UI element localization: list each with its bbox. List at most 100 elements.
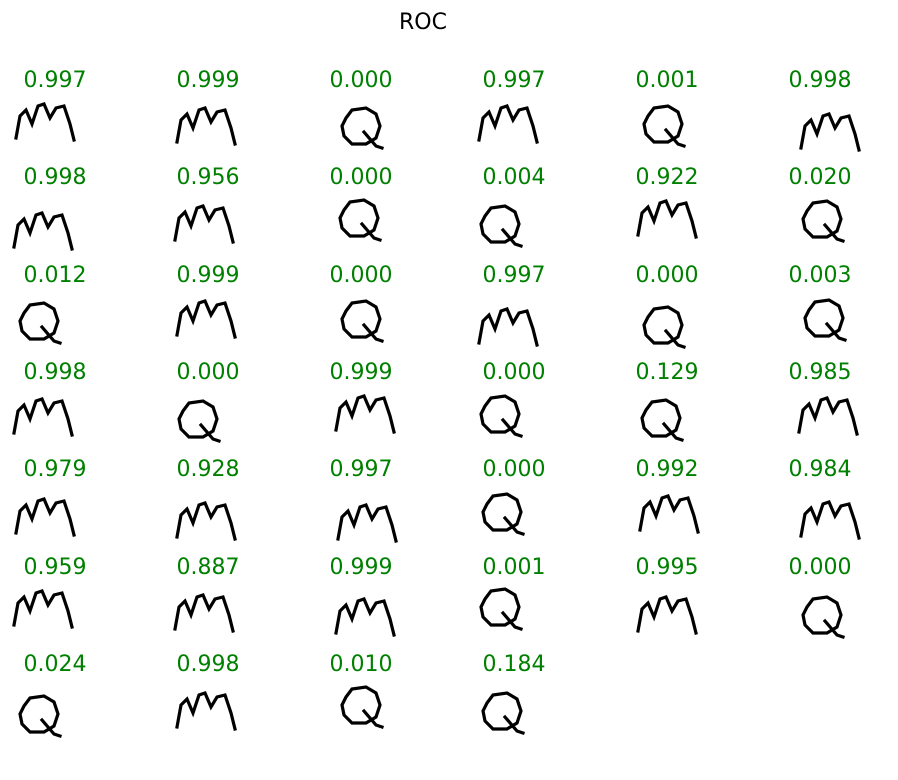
score-label: 0.928 (176, 457, 240, 482)
score-label: 0.000 (176, 360, 240, 385)
m-icon (638, 494, 700, 534)
q-icon (18, 694, 63, 739)
sample-cell: 0.010 (306, 650, 456, 747)
score-label: 0.000 (635, 263, 699, 288)
score-label: 0.979 (23, 457, 87, 482)
m-icon (336, 503, 398, 543)
m-icon (799, 500, 861, 540)
sample-cell: 0.012 (0, 261, 150, 358)
sample-cell: 0.999 (306, 553, 456, 650)
m-icon (14, 497, 76, 537)
sample-cell: 0.998 (0, 163, 150, 260)
sample-cell: 0.997 (306, 455, 456, 552)
m-icon (334, 597, 396, 637)
q-icon (481, 492, 526, 537)
score-label: 0.000 (788, 555, 852, 580)
score-label: 0.020 (788, 165, 852, 190)
q-icon (177, 399, 222, 444)
sample-cell: 0.184 (459, 650, 609, 747)
sample-cell: 0.959 (0, 553, 150, 650)
sample-cell: 0.999 (153, 66, 303, 163)
score-label: 0.024 (23, 652, 87, 677)
m-icon (477, 307, 539, 347)
sample-cell: 0.995 (612, 553, 762, 650)
q-icon (479, 204, 524, 249)
sample-cell: 0.997 (459, 66, 609, 163)
q-icon (340, 685, 385, 730)
sample-cell: 0.000 (612, 261, 762, 358)
q-icon (640, 398, 685, 443)
sample-cell: 0.001 (459, 553, 609, 650)
score-label: 0.010 (329, 652, 393, 677)
score-label: 0.998 (788, 68, 852, 93)
q-icon (642, 104, 687, 149)
score-label: 0.000 (329, 165, 393, 190)
sample-cell: 0.956 (153, 163, 303, 260)
score-label: 0.129 (635, 360, 699, 385)
sample-cell: 0.998 (153, 650, 303, 747)
score-label: 0.000 (329, 263, 393, 288)
q-icon (340, 299, 385, 344)
m-icon (173, 593, 235, 633)
m-icon (799, 112, 861, 152)
m-icon (636, 199, 698, 239)
m-icon (175, 106, 237, 146)
sample-cell: 0.001 (612, 66, 762, 163)
m-icon (14, 102, 76, 142)
sample-cell: 0.000 (306, 261, 456, 358)
sample-cell: 0.129 (612, 358, 762, 455)
m-icon (12, 589, 74, 629)
score-label: 0.887 (176, 555, 240, 580)
sample-cell: 0.998 (0, 358, 150, 455)
m-icon (175, 691, 237, 731)
q-icon (338, 198, 383, 243)
score-label: 0.998 (176, 652, 240, 677)
score-label: 0.959 (23, 555, 87, 580)
score-label: 0.001 (482, 555, 546, 580)
sample-cell: 0.998 (765, 66, 898, 163)
score-label: 0.000 (482, 457, 546, 482)
score-label: 0.000 (329, 68, 393, 93)
sample-cell: 0.000 (306, 163, 456, 260)
sample-cell: 0.985 (765, 358, 898, 455)
score-label: 0.000 (482, 360, 546, 385)
score-label: 0.997 (23, 68, 87, 93)
m-icon (636, 595, 698, 635)
score-label: 0.999 (329, 360, 393, 385)
sample-cell: 0.999 (153, 261, 303, 358)
sample-cell: 0.979 (0, 455, 150, 552)
q-icon (479, 587, 524, 632)
score-label: 0.004 (482, 165, 546, 190)
score-label: 0.999 (176, 263, 240, 288)
m-icon (12, 397, 74, 437)
sample-cell: 0.004 (459, 163, 609, 260)
m-icon (477, 104, 539, 144)
sample-cell: 0.984 (765, 455, 898, 552)
q-icon (340, 106, 385, 151)
sample-cell: 0.000 (153, 358, 303, 455)
sample-cell: 0.020 (765, 163, 898, 260)
m-icon (334, 394, 396, 434)
sample-cell: 0.887 (153, 553, 303, 650)
sample-cell: 0.000 (765, 553, 898, 650)
sample-cell: 0.997 (459, 261, 609, 358)
q-icon (18, 301, 63, 346)
m-icon (175, 299, 237, 339)
sample-cell: 0.928 (153, 455, 303, 552)
score-label: 0.985 (788, 360, 852, 385)
sample-cell: 0.024 (0, 650, 150, 747)
sample-cell: 0.003 (765, 261, 898, 358)
score-label: 0.997 (482, 68, 546, 93)
sample-cell: 0.999 (306, 358, 456, 455)
q-icon (642, 305, 687, 350)
score-label: 0.956 (176, 165, 240, 190)
score-label: 0.992 (635, 457, 699, 482)
q-icon (481, 691, 526, 736)
sample-cell: 0.000 (459, 358, 609, 455)
q-icon (803, 298, 848, 343)
score-label: 0.997 (329, 457, 393, 482)
sample-cell: 0.922 (612, 163, 762, 260)
score-label: 0.999 (176, 68, 240, 93)
score-label: 0.998 (23, 360, 87, 385)
